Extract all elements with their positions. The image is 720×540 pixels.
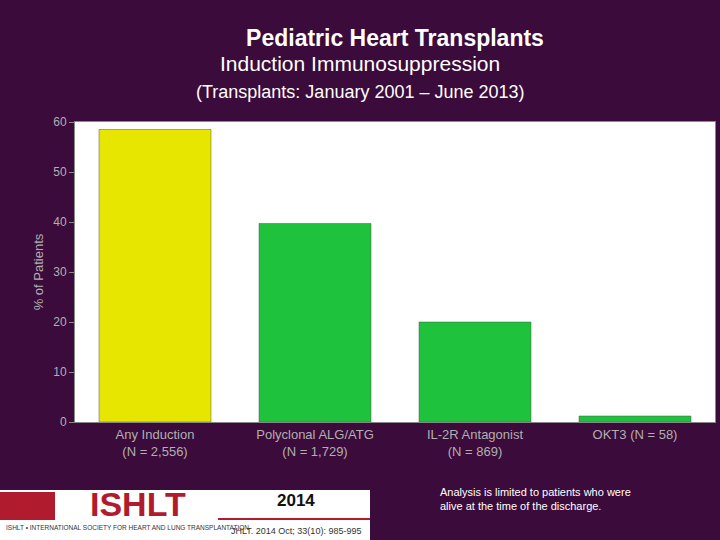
svg-text:Induction Immunosuppression: Induction Immunosuppression bbox=[220, 52, 500, 75]
svg-text:Polyclonal ALG/ATG(N = 1,729): Polyclonal ALG/ATG(N = 1,729) bbox=[256, 427, 374, 459]
svg-text:% of Patients: % of Patients bbox=[31, 233, 46, 310]
svg-text:Pediatric Heart Transplants: Pediatric Heart Transplants bbox=[246, 25, 544, 51]
svg-text:ISHLT • INTERNATIONAL SOCIETY: ISHLT • INTERNATIONAL SOCIETY FOR HEART … bbox=[6, 524, 249, 531]
svg-text:0: 0 bbox=[60, 415, 67, 429]
svg-text:20: 20 bbox=[53, 315, 67, 329]
svg-text:JHLT. 2014 Oct; 33(10): 985-99: JHLT. 2014 Oct; 33(10): 985-995 bbox=[231, 526, 361, 536]
svg-text:ISHLT: ISHLT bbox=[90, 485, 186, 523]
svg-text:50: 50 bbox=[53, 165, 67, 179]
svg-text:Any Induction(N = 2,556): Any Induction(N = 2,556) bbox=[116, 427, 195, 459]
svg-text:Analysis is limited to patient: Analysis is limited to patients who were… bbox=[440, 486, 631, 512]
svg-text:30: 30 bbox=[53, 265, 67, 279]
svg-text:2014: 2014 bbox=[277, 491, 315, 510]
svg-text:(Transplants: January 2001 – J: (Transplants: January 2001 – June 2013) bbox=[196, 82, 525, 102]
svg-text:OKT3 (N = 58): OKT3 (N = 58) bbox=[593, 427, 678, 442]
svg-text:40: 40 bbox=[53, 215, 67, 229]
svg-text:60: 60 bbox=[53, 115, 67, 129]
svg-text:IL-2R Antagonist(N = 869): IL-2R Antagonist(N = 869) bbox=[427, 427, 524, 459]
svg-text:10: 10 bbox=[53, 365, 67, 379]
